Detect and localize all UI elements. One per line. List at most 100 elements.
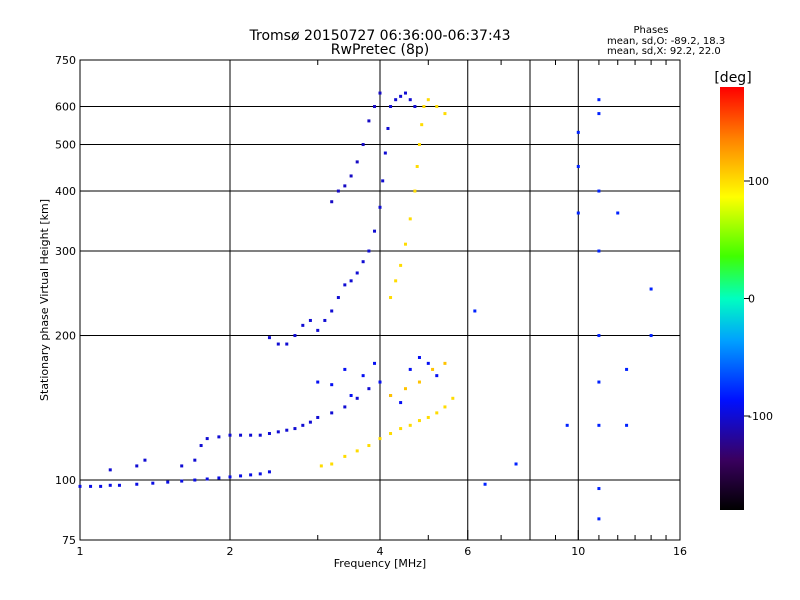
data-point	[399, 263, 403, 267]
colorbar-ticks: -100 0 100	[744, 175, 773, 423]
chart-title: Tromsø 20150727 06:36:00-06:37:43	[249, 28, 511, 44]
data-point	[205, 477, 209, 481]
data-point	[78, 484, 82, 488]
data-point	[258, 472, 262, 476]
data-point	[435, 374, 439, 378]
data-point	[413, 189, 417, 193]
data-point	[408, 367, 412, 371]
data-point	[117, 483, 121, 487]
data-point	[285, 428, 289, 432]
data-point	[108, 483, 112, 487]
data-point	[301, 323, 305, 327]
data-point	[258, 433, 262, 437]
data-point	[349, 279, 353, 283]
data-point	[343, 184, 347, 188]
data-point	[597, 189, 601, 193]
data-point	[378, 205, 382, 209]
data-point	[349, 174, 353, 178]
data-point	[394, 98, 398, 102]
data-point	[308, 318, 312, 322]
data-point	[108, 468, 112, 472]
data-point	[205, 437, 209, 441]
data-point	[228, 475, 232, 479]
y-tick-label: 750	[55, 54, 76, 67]
data-point	[193, 458, 197, 462]
x-tick-labels: 1 2 4 6 10 16	[77, 545, 688, 558]
data-point	[413, 105, 417, 109]
data-point	[417, 355, 421, 359]
data-point	[239, 433, 243, 437]
y-tick-label: 300	[55, 245, 76, 258]
data-point	[378, 380, 382, 384]
y-tick-label: 75	[62, 534, 76, 547]
data-point	[576, 211, 580, 215]
y-axis-label: Stationary phase Virtual Height [km]	[38, 199, 51, 401]
data-point	[323, 318, 327, 322]
data-point	[443, 361, 447, 365]
data-point	[386, 126, 390, 130]
data-point	[389, 394, 393, 398]
data-point	[514, 462, 518, 466]
data-point	[616, 211, 620, 215]
data-point	[330, 462, 334, 466]
data-point	[597, 334, 601, 338]
data-point	[301, 423, 305, 427]
data-point	[443, 112, 447, 116]
data-points	[78, 91, 653, 521]
data-point	[399, 94, 403, 98]
x-tick-label: 16	[673, 545, 687, 558]
data-point	[389, 105, 393, 109]
data-point	[151, 481, 155, 485]
data-point	[367, 119, 371, 123]
data-point	[239, 474, 243, 478]
x-tick-label: 1	[77, 545, 84, 558]
x-axis-label: Frequency [MHz]	[334, 557, 426, 570]
data-point	[403, 242, 407, 246]
data-point	[330, 411, 334, 415]
data-point	[166, 480, 170, 484]
phase-info-heading: Phases	[633, 25, 668, 36]
data-point	[367, 387, 371, 391]
y-tick-label: 500	[55, 139, 76, 152]
data-point	[135, 482, 139, 486]
data-point	[389, 296, 393, 300]
data-point	[597, 487, 601, 491]
x-tick-label: 10	[571, 545, 585, 558]
data-point	[285, 342, 289, 346]
data-point	[417, 419, 421, 423]
colorbar-tick-label: 0	[748, 293, 755, 306]
data-point	[361, 260, 365, 264]
data-point	[417, 143, 421, 147]
data-point	[597, 517, 601, 521]
data-point	[367, 249, 371, 253]
data-point	[217, 476, 221, 480]
data-point	[199, 444, 203, 448]
phase-info-o: mean, sd,O: -89.2, 18.3	[607, 36, 725, 47]
data-point	[426, 361, 430, 365]
data-point	[383, 151, 387, 155]
data-point	[355, 449, 359, 453]
data-point	[308, 420, 312, 424]
data-point	[343, 367, 347, 371]
data-point	[597, 423, 601, 427]
data-point	[381, 179, 385, 183]
data-point	[267, 336, 271, 340]
data-point	[443, 405, 447, 409]
data-point	[399, 401, 403, 405]
data-point	[316, 415, 320, 419]
minor-ticks	[79, 59, 681, 541]
data-point	[403, 387, 407, 391]
data-point	[267, 432, 271, 436]
data-point	[373, 229, 377, 233]
data-point	[355, 160, 359, 164]
data-point	[355, 271, 359, 275]
data-point	[403, 91, 407, 95]
data-point	[316, 328, 320, 332]
data-point	[565, 423, 569, 427]
colorbar-label: [deg]	[714, 70, 751, 86]
y-tick-labels: 75 100 200 300 400 500 600 750	[55, 54, 76, 547]
data-point	[349, 394, 353, 398]
data-point	[649, 334, 653, 338]
data-point	[89, 484, 93, 488]
data-point	[649, 287, 653, 291]
